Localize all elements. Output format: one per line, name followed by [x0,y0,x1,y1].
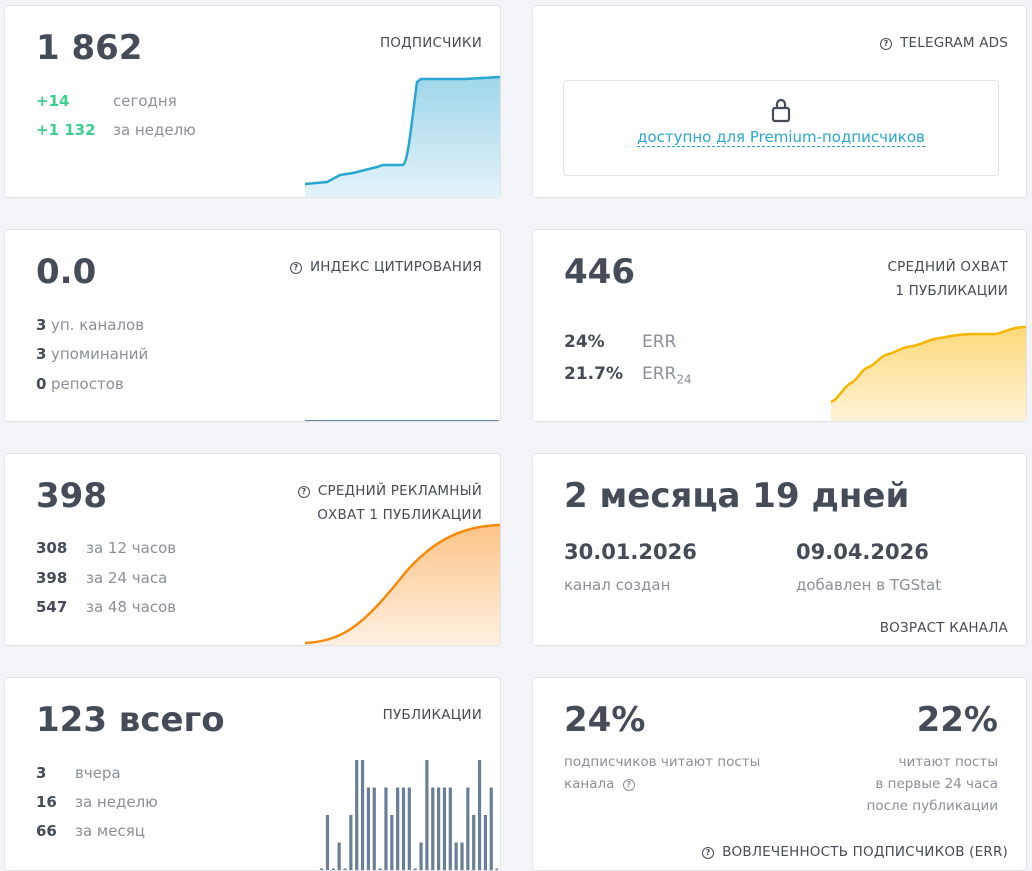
posts-bar [407,787,411,870]
subscribers-label: ПОДПИСЧИКИ [379,35,482,51]
posts-month: 66 за месяц [36,822,145,840]
posts-bar [483,815,487,870]
citation-channels: 3 уп. каналов [36,316,145,334]
engagement-left-value: 24% [564,700,646,740]
posts-bar [325,815,330,870]
ad-reach-label: ? СРЕДНИЙ РЕКЛАМНЫЙ ОХВАТ 1 ПУБЛИКАЦИИ [297,479,482,527]
ad-reach-24h: 398 за 24 часа [36,569,168,587]
posts-bar [419,842,423,870]
posts-bar [489,787,493,870]
premium-lock-box: доступно для Premium-подписчиков [563,80,999,176]
posts-bar [401,787,406,870]
citation-mentions: 3 упоминаний [36,345,149,363]
posts-bar [477,760,482,870]
subscribers-sparkline [305,75,500,197]
posts-bar [320,868,324,870]
added-label: добавлен в TGStat [796,576,942,594]
posts-bar [425,760,429,870]
posts-bar [472,815,476,870]
posts-bar [437,787,441,870]
telegram-ads-label: ? TELEGRAM ADS [880,31,1008,55]
posts-label: ПУБЛИКАЦИИ [382,707,482,723]
posts-bar [448,787,452,870]
created-label: канал создан [564,576,671,594]
reach-value: 446 [564,252,635,292]
posts-bar [413,868,417,870]
posts-bar [431,787,435,870]
posts-bar [360,760,365,870]
engagement-label: ? ВОВЛЕЧЕННОСТЬ ПОДПИСЧИКОВ (ERR) [702,840,1008,864]
ad-reach-12h: 308 за 12 часов [36,539,177,557]
err-row: 24% ERR [564,332,677,352]
subscribers-count: 1 862 [36,28,143,68]
ad-reach-value: 398 [36,476,107,516]
posts-bar [331,868,335,870]
channel-age-card: 2 месяца 19 дней 30.01.2026 канал создан… [532,453,1027,646]
posts-bar [366,787,370,870]
premium-link[interactable]: доступно для Premium-подписчиков [637,128,925,147]
subscribers-today: +14 сегодня [36,92,177,110]
ad-reach-sparkline [305,523,500,645]
citation-label: ? ИНДЕКС ЦИТИРОВАНИЯ [289,255,482,279]
engagement-card: 24% подписчиков читают посты канала ? 22%… [532,677,1027,871]
engagement-right-text: читают посты в первые 24 часа после публик… [866,754,998,814]
engagement-right-value: 22% [916,700,998,740]
posts-bar [396,787,400,870]
posts-bar [460,842,464,870]
telegram-ads-card: ? TELEGRAM ADS доступно для Premium-подпи… [532,5,1027,198]
help-icon: ? [880,38,893,50]
reach-card[interactable]: 446 СРЕДНИЙ ОХВАТ 1 ПУБЛИКАЦИИ 24% ERR 21.… [532,229,1027,422]
posts-bar [355,760,359,870]
err24-row: 21.7% ERR24 [564,364,692,387]
reach-sparkline [831,325,1026,421]
created-date: 30.01.2026 [564,540,697,564]
posts-bar [390,815,394,870]
added-date: 09.04.2026 [796,540,929,564]
posts-bar [343,868,347,870]
posts-bar [495,868,498,870]
citation-sparkline [305,420,500,421]
citation-index: 0.0 [36,252,97,292]
subscribers-week: +1 132 за неделю [36,121,196,139]
posts-bar [384,787,388,870]
help-icon: ? [702,847,715,859]
help-icon: ? [297,486,310,498]
channel-age: 2 месяца 19 дней [564,476,910,516]
posts-bar [378,868,382,870]
posts-card[interactable]: 123 всего ПУБЛИКАЦИИ 3 вчера 16 за неделю … [4,677,501,871]
ad-reach-48h: 547 за 48 часов [36,598,177,616]
posts-bar [337,842,341,870]
posts-yesterday: 3 вчера [36,764,121,782]
lock-icon [771,98,791,123]
engagement-left-text: подписчиков читают посты канала ? [564,754,761,792]
help-icon: ? [289,262,302,274]
posts-bar-chart [320,760,498,870]
posts-bar [466,787,470,870]
posts-bar [454,842,458,870]
posts-total: 123 всего [36,700,225,740]
reach-label: СРЕДНИЙ ОХВАТ 1 ПУБЛИКАЦИИ [887,259,1008,299]
subscribers-card[interactable]: 1 862 ПОДПИСЧИКИ +14 сегодня +1 132 за нед… [4,5,501,198]
posts-bar [349,815,353,870]
posts-bar [442,787,447,870]
help-icon: ? [622,779,635,791]
channel-age-label: ВОЗРАСТ КАНАЛА [879,620,1008,636]
citation-reposts: 0 репостов [36,375,124,393]
posts-bar [372,787,376,870]
posts-week: 16 за неделю [36,793,158,811]
ad-reach-card[interactable]: 398 ? СРЕДНИЙ РЕКЛАМНЫЙ ОХВАТ 1 ПУБЛИКАЦИИ… [4,453,501,646]
citation-card[interactable]: 0.0 ? ИНДЕКС ЦИТИРОВАНИЯ 3 уп. каналов 3 уп… [4,229,501,422]
